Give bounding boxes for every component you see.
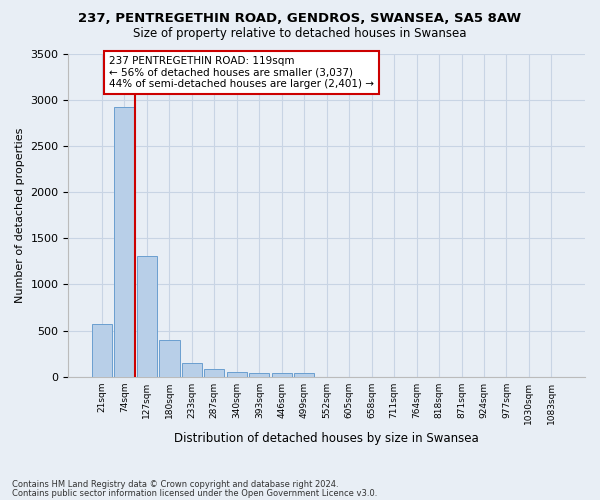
Text: 237, PENTREGETHIN ROAD, GENDROS, SWANSEA, SA5 8AW: 237, PENTREGETHIN ROAD, GENDROS, SWANSEA… — [79, 12, 521, 26]
Bar — [227, 372, 247, 376]
Bar — [92, 324, 112, 376]
Bar — [249, 372, 269, 376]
Bar — [182, 363, 202, 376]
Text: Size of property relative to detached houses in Swansea: Size of property relative to detached ho… — [133, 28, 467, 40]
Text: Contains public sector information licensed under the Open Government Licence v3: Contains public sector information licen… — [12, 488, 377, 498]
X-axis label: Distribution of detached houses by size in Swansea: Distribution of detached houses by size … — [175, 432, 479, 445]
Bar — [204, 370, 224, 376]
Bar — [137, 256, 157, 376]
Bar — [159, 340, 179, 376]
Text: 237 PENTREGETHIN ROAD: 119sqm
← 56% of detached houses are smaller (3,037)
44% o: 237 PENTREGETHIN ROAD: 119sqm ← 56% of d… — [109, 56, 374, 89]
Bar — [294, 374, 314, 376]
Bar — [272, 373, 292, 376]
Y-axis label: Number of detached properties: Number of detached properties — [15, 128, 25, 303]
Text: Contains HM Land Registry data © Crown copyright and database right 2024.: Contains HM Land Registry data © Crown c… — [12, 480, 338, 489]
Bar — [115, 108, 134, 376]
